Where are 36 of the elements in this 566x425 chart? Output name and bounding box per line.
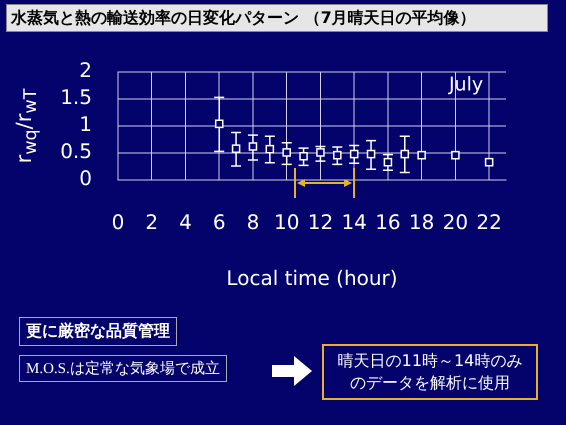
x-tick-label: 4 [179, 210, 192, 234]
y-tick-label: 0 [79, 166, 92, 190]
x-tick-label: 12 [308, 210, 334, 234]
point [282, 148, 291, 157]
x-tick-label: 0 [112, 210, 124, 234]
point [232, 144, 240, 153]
point [484, 158, 494, 166]
y-tick-label: 1 [79, 112, 92, 136]
point [417, 150, 426, 160]
point [451, 150, 460, 160]
x-tick-label: 6 [212, 210, 226, 234]
point [400, 150, 410, 158]
x-tick-label: 8 [246, 210, 260, 234]
x-tick-label: 20 [442, 210, 468, 234]
point [366, 150, 376, 158]
point [299, 152, 308, 161]
x-tick-label: 18 [408, 210, 434, 234]
y-tick-label: 2 [79, 58, 92, 82]
chart-title: 水蒸気と熱の輸送効率の日変化パターン （7月晴天日の平均像） [6, 4, 548, 32]
point [350, 150, 358, 158]
x-tick-label: 22 [476, 210, 502, 234]
x-axis-title: Local time (hour) [226, 266, 398, 290]
point [333, 150, 342, 160]
text: 更に厳密な品質管理 [19, 317, 177, 346]
point [316, 148, 325, 157]
text: M.O.S.は定常な気象場で成立 [19, 355, 227, 382]
point [248, 142, 258, 151]
point [214, 120, 224, 128]
y-tick-label: 0.5 [60, 139, 92, 164]
y-tick-label: 1.5 [60, 85, 92, 110]
x-tick-label: 16 [375, 210, 401, 234]
text: 晴天日の11時～14時のみのデータを解析に使用 [322, 344, 538, 400]
x-tick-label: 14 [341, 210, 367, 234]
point [266, 144, 274, 154]
x-tick-label: 2 [145, 210, 158, 234]
x-tick-label: 10 [274, 210, 300, 234]
